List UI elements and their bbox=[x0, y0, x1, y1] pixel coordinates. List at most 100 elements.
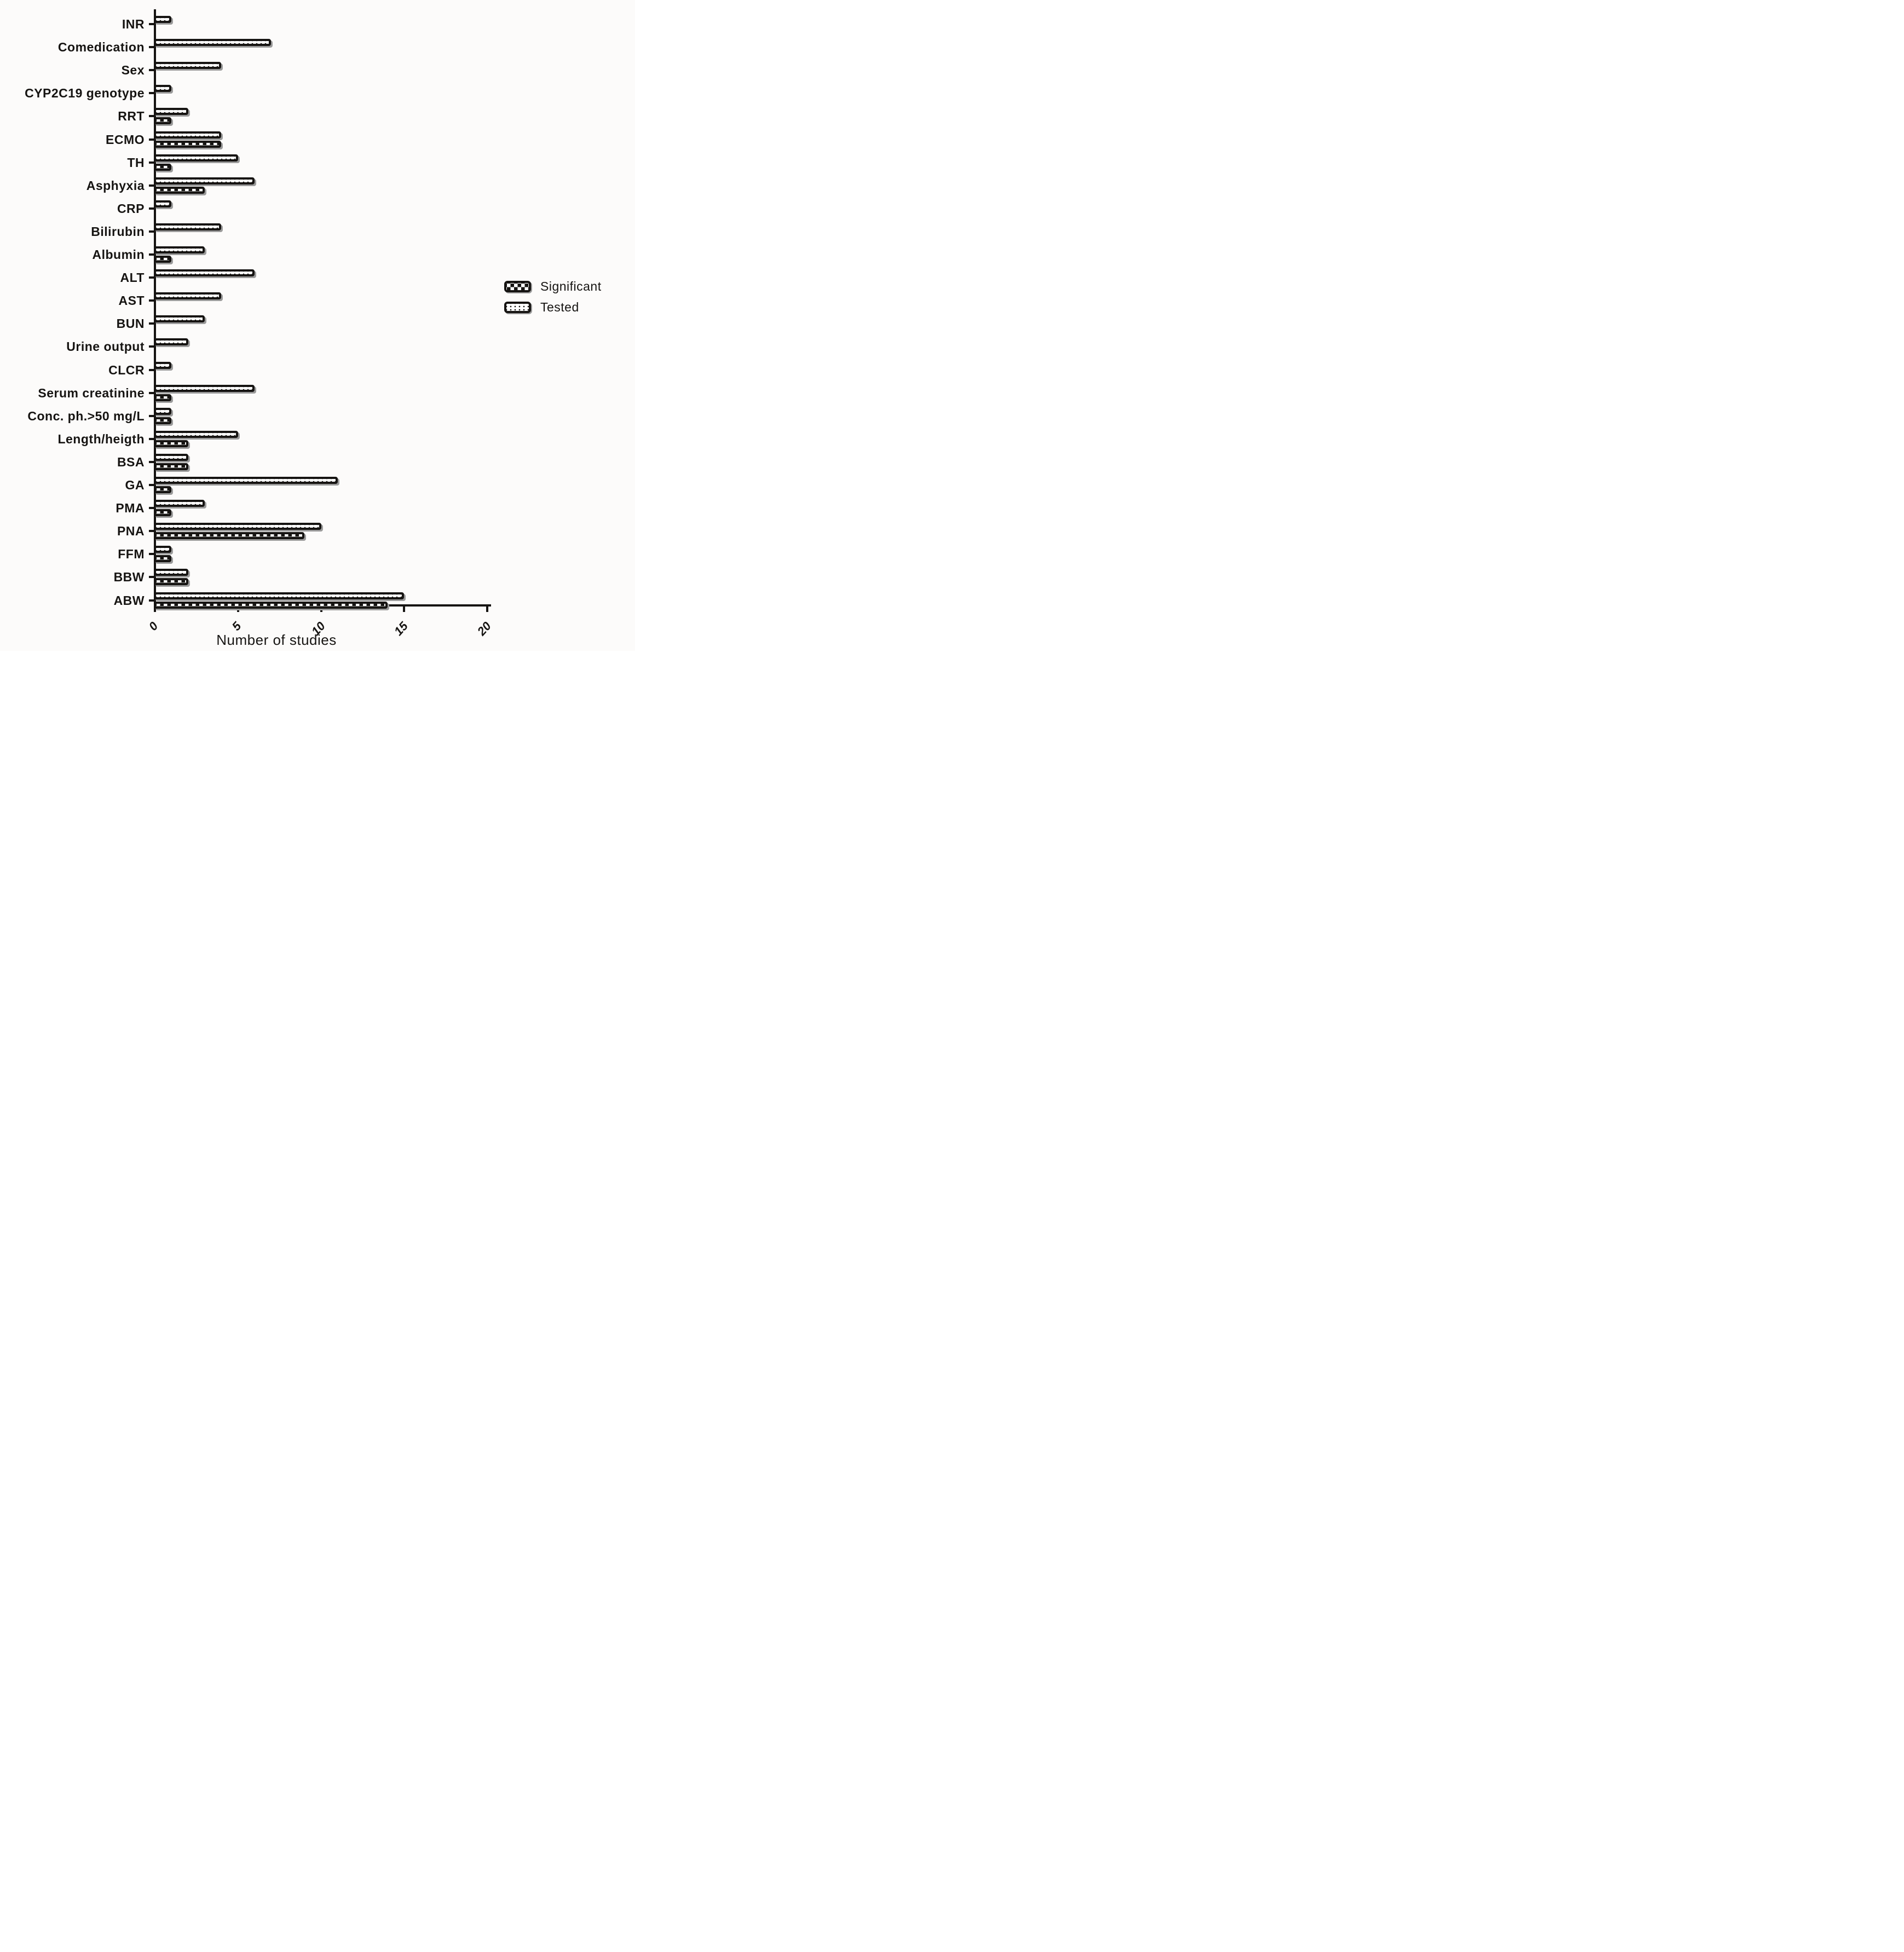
category-label-inr: INR bbox=[122, 17, 145, 31]
tested-bar bbox=[154, 39, 272, 47]
category-label-ga: GA bbox=[125, 478, 145, 492]
y-tick bbox=[149, 599, 155, 602]
category-label-bilirubin: Bilirubin bbox=[91, 224, 145, 239]
tested-bar bbox=[154, 16, 172, 23]
category-label-rrt: RRT bbox=[118, 109, 145, 124]
legend-label-significant: Significant bbox=[540, 279, 602, 293]
y-tick bbox=[149, 253, 155, 256]
y-tick bbox=[149, 530, 155, 533]
x-tick bbox=[154, 607, 156, 612]
y-tick bbox=[149, 484, 155, 486]
significant-bar bbox=[154, 163, 172, 171]
x-tick bbox=[486, 607, 488, 612]
category-label-comedication: Comedication bbox=[57, 40, 145, 55]
category-label-cyp2c19-genotype: CYP2C19 genotype bbox=[25, 86, 145, 101]
tested-bar bbox=[154, 592, 405, 599]
legend-item-significant: Significant bbox=[504, 279, 602, 294]
category-label-ast: AST bbox=[118, 293, 145, 308]
significant-bar bbox=[154, 140, 222, 148]
significant-pattern-swatch bbox=[504, 281, 531, 292]
tested-bar bbox=[154, 315, 205, 323]
tested-bar bbox=[154, 154, 238, 161]
significant-bar bbox=[154, 555, 172, 563]
tested-bar bbox=[154, 200, 172, 207]
y-tick bbox=[149, 115, 155, 118]
category-label-th: TH bbox=[127, 155, 145, 170]
tested-bar bbox=[154, 131, 222, 138]
y-tick bbox=[149, 207, 155, 210]
tested-bar bbox=[154, 85, 172, 93]
y-tick bbox=[149, 368, 155, 371]
category-label-abw: ABW bbox=[113, 593, 145, 608]
category-label-bbw: BBW bbox=[113, 570, 145, 585]
tested-bar bbox=[154, 269, 255, 277]
tested-bar bbox=[154, 223, 222, 230]
y-tick bbox=[149, 414, 155, 417]
category-label-crp: CRP bbox=[117, 201, 145, 216]
significant-bar bbox=[154, 486, 172, 493]
x-tick bbox=[236, 607, 239, 612]
tested-bar bbox=[154, 292, 222, 300]
category-label-bun: BUN bbox=[116, 316, 145, 331]
y-tick bbox=[149, 322, 155, 325]
significant-bar bbox=[154, 578, 188, 586]
category-label-clcr: CLCR bbox=[108, 362, 145, 377]
y-axis-line bbox=[154, 9, 156, 607]
significant-bar bbox=[154, 601, 388, 609]
x-tick-label: 0 bbox=[146, 619, 161, 633]
y-tick bbox=[149, 553, 155, 556]
y-tick bbox=[149, 230, 155, 233]
x-tick bbox=[403, 607, 406, 612]
category-label-alt: ALT bbox=[120, 270, 145, 285]
y-tick bbox=[149, 276, 155, 279]
legend-item-tested: Tested bbox=[504, 300, 602, 315]
category-label-albumin: Albumin bbox=[92, 247, 145, 262]
tested-bar bbox=[154, 407, 172, 415]
tested-bar bbox=[154, 523, 321, 530]
x-tick-label: 20 bbox=[474, 619, 494, 638]
category-label-asphyxia: Asphyxia bbox=[86, 178, 145, 193]
category-label-ffm: FFM bbox=[118, 547, 145, 562]
category-label-pna: PNA bbox=[117, 524, 145, 539]
y-tick bbox=[149, 437, 155, 440]
figure-canvas: 0 5 10 15 20 INR Comedication Sex CYP2C19 genoty… bbox=[0, 0, 635, 651]
tested-bar bbox=[154, 384, 255, 392]
tested-bar bbox=[154, 338, 188, 346]
tested-bar bbox=[154, 546, 172, 553]
y-tick bbox=[149, 391, 155, 394]
category-label-serum-creatinine: Serum creatinine bbox=[38, 385, 145, 400]
tested-bar bbox=[154, 430, 238, 438]
category-label-conc-ph-50-mg-l: Conc. ph.>50 mg/L bbox=[27, 408, 145, 423]
tested-bar bbox=[154, 477, 338, 484]
legend: Significant Tested bbox=[504, 279, 602, 321]
x-tick-label: 15 bbox=[391, 619, 411, 638]
y-tick bbox=[149, 345, 155, 348]
y-tick bbox=[149, 92, 155, 95]
x-tick bbox=[320, 607, 322, 612]
tested-bar bbox=[154, 569, 188, 576]
category-label-ecmo: ECMO bbox=[106, 132, 145, 147]
y-tick bbox=[149, 69, 155, 72]
x-axis-title: Number of studies bbox=[216, 632, 337, 648]
tested-bar bbox=[154, 108, 188, 115]
category-label-pma: PMA bbox=[116, 501, 145, 516]
tested-bar bbox=[154, 177, 255, 184]
significant-bar bbox=[154, 256, 172, 263]
significant-bar bbox=[154, 440, 188, 447]
y-tick bbox=[149, 23, 155, 25]
y-tick bbox=[149, 299, 155, 302]
y-tick bbox=[149, 46, 155, 49]
tested-bar bbox=[154, 62, 222, 70]
significant-bar bbox=[154, 394, 172, 401]
tested-bar bbox=[154, 500, 205, 507]
tested-bar bbox=[154, 453, 188, 461]
significant-bar bbox=[154, 532, 305, 540]
y-tick bbox=[149, 138, 155, 141]
category-label-bsa: BSA bbox=[117, 454, 145, 469]
y-tick bbox=[149, 576, 155, 579]
significant-bar bbox=[154, 509, 172, 517]
y-tick bbox=[149, 161, 155, 164]
tested-bar bbox=[154, 361, 172, 369]
category-label-urine-output: Urine output bbox=[66, 339, 145, 354]
y-tick bbox=[149, 184, 155, 187]
